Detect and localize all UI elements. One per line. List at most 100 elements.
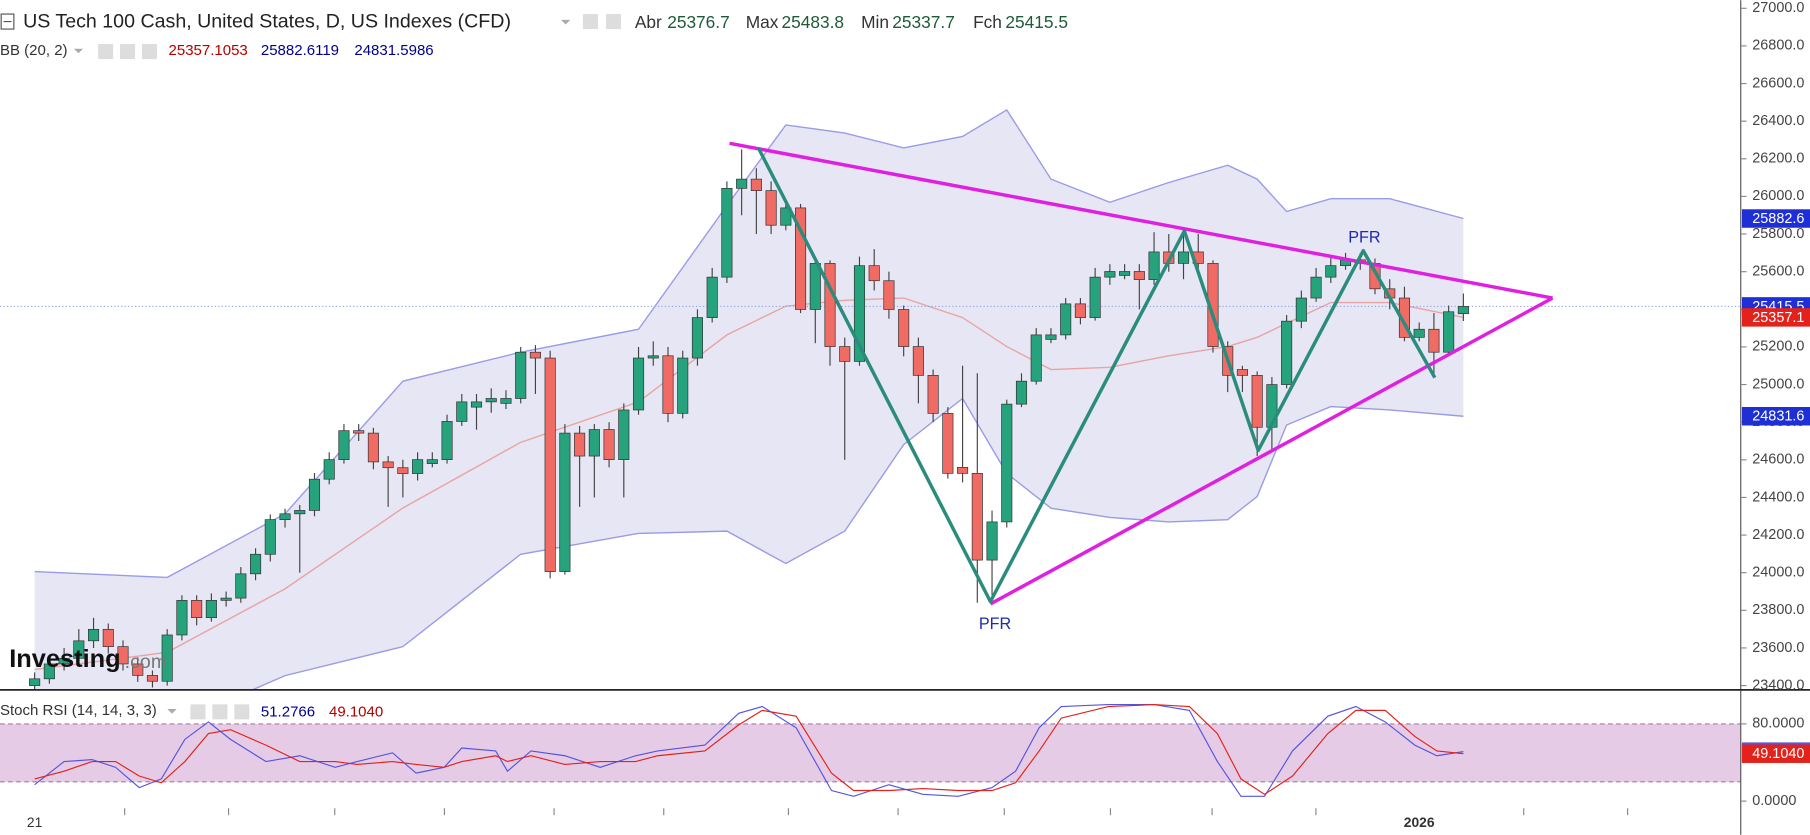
- stoch-line: [34, 704, 1464, 797]
- x-ticks: [124, 808, 1629, 816]
- candle-body: [603, 429, 615, 460]
- candle-body: [1457, 306, 1469, 315]
- candle-body: [677, 357, 689, 414]
- candle-body: [662, 355, 674, 414]
- candle-body: [721, 187, 733, 278]
- ohlc-value: 25337.7: [892, 12, 955, 32]
- trendline: [729, 141, 1553, 300]
- icon: [234, 704, 250, 720]
- candle-body: [839, 346, 851, 362]
- candle-body: [647, 355, 659, 359]
- ohlc-label: Min: [861, 12, 889, 32]
- candle-body: [43, 663, 55, 680]
- dropdown-icon: [561, 19, 571, 25]
- y-tick-label: 26800.0: [1752, 38, 1804, 54]
- price-badge: [1741, 744, 1810, 763]
- collapse-icon: [0, 13, 15, 30]
- indicator-value: 25357.1053: [169, 42, 248, 59]
- ohlc-label: Max: [746, 12, 779, 32]
- price-badge: [1741, 407, 1810, 426]
- candle-body: [220, 597, 232, 601]
- candle-body: [780, 207, 792, 226]
- candle-body: [1325, 265, 1337, 278]
- watermark: .com: [125, 651, 168, 673]
- candle-body: [485, 398, 497, 403]
- candle-body: [868, 265, 880, 282]
- price-badge-label: 24831.6: [1752, 409, 1804, 425]
- candle-body: [942, 413, 954, 474]
- candle-body: [588, 429, 600, 457]
- header: US Tech 100 Cash, United States, D, US I…: [0, 10, 1068, 720]
- symbol-title: US Tech 100 Cash, United States, D, US I…: [23, 10, 511, 32]
- candle-body: [117, 646, 129, 665]
- dropdown-icon: [73, 48, 84, 54]
- watermark: Investing: [9, 645, 120, 673]
- candle-body: [1001, 403, 1013, 523]
- candle-body: [957, 467, 969, 474]
- y-tick-label: 0.0000: [1752, 793, 1796, 809]
- candle-body: [500, 398, 512, 404]
- candle-body: [1104, 271, 1116, 278]
- candle-body: [191, 600, 203, 619]
- candle-body: [176, 600, 188, 636]
- candle-body: [73, 640, 85, 659]
- candle-body: [765, 190, 777, 226]
- icon: [141, 44, 157, 60]
- candle-body: [574, 432, 586, 457]
- candle-body: [250, 553, 262, 575]
- candle-body: [367, 432, 379, 463]
- candle-body: [146, 675, 159, 682]
- trendline: [989, 296, 1554, 606]
- candle-body: [102, 628, 114, 647]
- x-tick-label: 2026: [1404, 814, 1435, 830]
- candle-body: [264, 519, 276, 555]
- candle-body: [29, 678, 41, 686]
- price-badge: [1741, 209, 1810, 228]
- candle-body: [986, 521, 998, 561]
- indicator-value: 24831.5986: [354, 42, 433, 59]
- bollinger-middle: [34, 297, 1464, 671]
- candle-body: [279, 513, 291, 520]
- candle-body: [853, 265, 866, 362]
- y-tick-label: 23400.0: [1752, 677, 1804, 693]
- candle-body: [1295, 297, 1307, 322]
- candle-body: [1045, 334, 1057, 340]
- y-tick-label: 25200.0: [1752, 339, 1804, 355]
- ohlc-value: 25415.5: [1005, 12, 1068, 32]
- price-pane: [0, 108, 1741, 690]
- icon: [212, 704, 228, 720]
- candle-body: [161, 634, 173, 682]
- icon: [190, 704, 206, 720]
- candle-body: [898, 309, 910, 347]
- stoch-pane: [0, 704, 1741, 797]
- annotation: PFR: [979, 615, 1011, 633]
- y-tick-label: 24600.0: [1752, 452, 1804, 468]
- price-badge: [1741, 308, 1810, 327]
- candle-body: [632, 357, 645, 411]
- y-tick-label: 23600.0: [1752, 640, 1804, 656]
- candle-body: [809, 263, 821, 310]
- candle-body: [412, 459, 424, 474]
- y-tick-label: 25000.0: [1752, 376, 1804, 392]
- candle-body: [88, 628, 100, 642]
- price-badge-label: 25357.1: [1752, 310, 1804, 326]
- indicator-value: 51.2766: [261, 703, 315, 720]
- indicator-value: 49.1040: [329, 703, 383, 720]
- candle-body: [205, 600, 217, 619]
- candle-body: [1310, 276, 1322, 299]
- y-tick-label: 80.0000: [1752, 716, 1804, 732]
- y-tick-label: 24000.0: [1752, 565, 1804, 581]
- indicator-name: BB (20, 2): [0, 42, 68, 59]
- candle-body: [706, 276, 718, 318]
- icon: [606, 14, 622, 30]
- candle-body: [1148, 251, 1160, 280]
- candle-body: [382, 461, 394, 469]
- bollinger-upper: [34, 108, 1464, 579]
- icon: [98, 44, 114, 60]
- candle-body: [515, 351, 527, 399]
- ohlc-label: Abr: [635, 12, 662, 32]
- candle-body: [1177, 251, 1190, 264]
- candle-body: [1060, 303, 1072, 336]
- ohlc-label: Fch: [973, 12, 1002, 32]
